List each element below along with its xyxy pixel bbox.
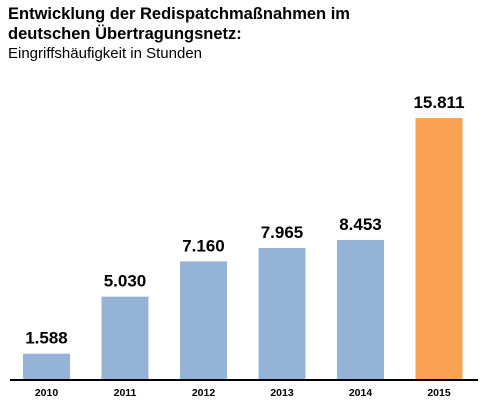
- bar-2013: [258, 248, 306, 380]
- chart-title: Entwicklung der Redispatchmaßnahmen im d…: [8, 4, 350, 44]
- chart-subtitle: Eingriffshäufigkeit in Stunden: [8, 45, 203, 62]
- x-tick-label-2010: 2010: [35, 387, 59, 399]
- x-tick-label-2012: 2012: [192, 387, 216, 399]
- data-label-2015: 15.811: [413, 93, 464, 112]
- bar-2011: [101, 296, 149, 380]
- bar-2012: [180, 261, 227, 380]
- data-label-2010: 1.588: [25, 329, 68, 348]
- data-label-2013: 7.965: [261, 223, 304, 242]
- x-tick-label-2015: 2015: [427, 387, 451, 399]
- bar-2014: [337, 239, 384, 380]
- chart-title-line-1: Entwicklung der Redispatchmaßnahmen im: [8, 5, 350, 23]
- data-label-2012: 7.160: [182, 236, 225, 255]
- bar-2010: [23, 353, 70, 380]
- data-label-2011: 5.030: [104, 272, 147, 291]
- x-tick-label-2011: 2011: [114, 387, 137, 399]
- chart-title-line-2: deutschen Übertragungsnetz:: [8, 25, 242, 43]
- x-tick-label-2013: 2013: [270, 387, 294, 399]
- x-tick-label-2014: 2014: [349, 387, 373, 399]
- bar-2015: [415, 118, 463, 380]
- data-label-2014: 8.453: [339, 215, 382, 234]
